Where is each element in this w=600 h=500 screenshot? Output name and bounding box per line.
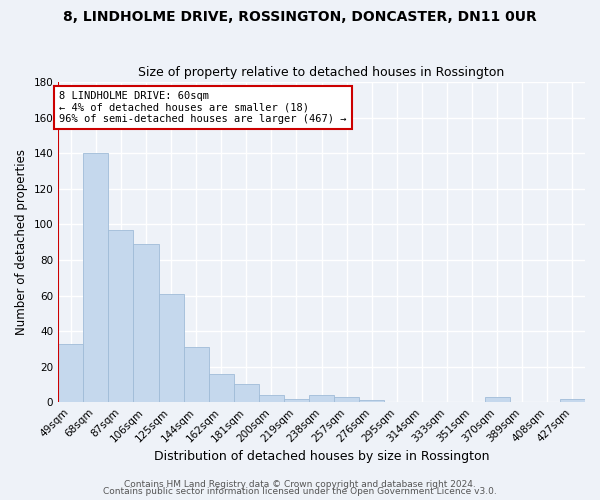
Bar <box>359 400 385 402</box>
X-axis label: Distribution of detached houses by size in Rossington: Distribution of detached houses by size … <box>154 450 490 462</box>
Bar <box>560 398 585 402</box>
Y-axis label: Number of detached properties: Number of detached properties <box>15 149 28 335</box>
Bar <box>83 153 109 402</box>
Bar <box>485 397 510 402</box>
Bar <box>334 397 359 402</box>
Text: Contains public sector information licensed under the Open Government Licence v3: Contains public sector information licen… <box>103 487 497 496</box>
Bar <box>184 347 209 402</box>
Bar <box>109 230 133 402</box>
Text: 8, LINDHOLME DRIVE, ROSSINGTON, DONCASTER, DN11 0UR: 8, LINDHOLME DRIVE, ROSSINGTON, DONCASTE… <box>63 10 537 24</box>
Bar <box>234 384 259 402</box>
Text: Contains HM Land Registry data © Crown copyright and database right 2024.: Contains HM Land Registry data © Crown c… <box>124 480 476 489</box>
Text: 8 LINDHOLME DRIVE: 60sqm
← 4% of detached houses are smaller (18)
96% of semi-de: 8 LINDHOLME DRIVE: 60sqm ← 4% of detache… <box>59 91 347 124</box>
Bar <box>58 344 83 402</box>
Bar <box>309 395 334 402</box>
Title: Size of property relative to detached houses in Rossington: Size of property relative to detached ho… <box>139 66 505 80</box>
Bar <box>284 398 309 402</box>
Bar <box>209 374 234 402</box>
Bar <box>158 294 184 402</box>
Bar <box>259 395 284 402</box>
Bar <box>133 244 158 402</box>
